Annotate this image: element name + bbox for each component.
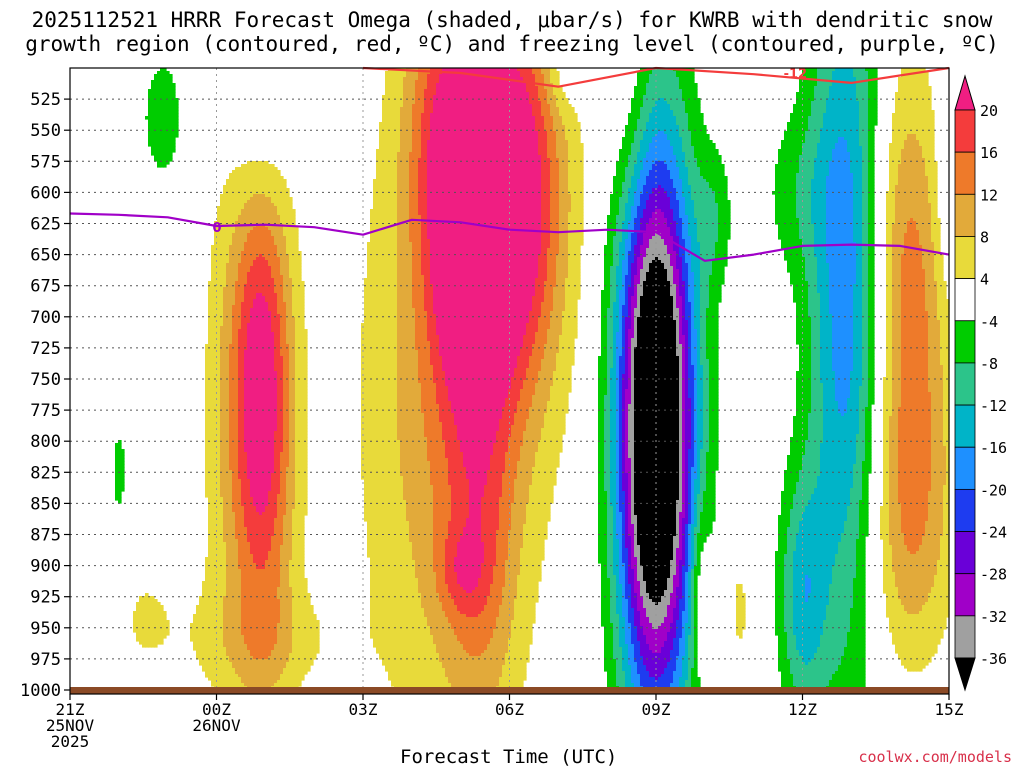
- omega-time-height-chart: 0-12 52555057560062565067570072575077580…: [0, 0, 1024, 768]
